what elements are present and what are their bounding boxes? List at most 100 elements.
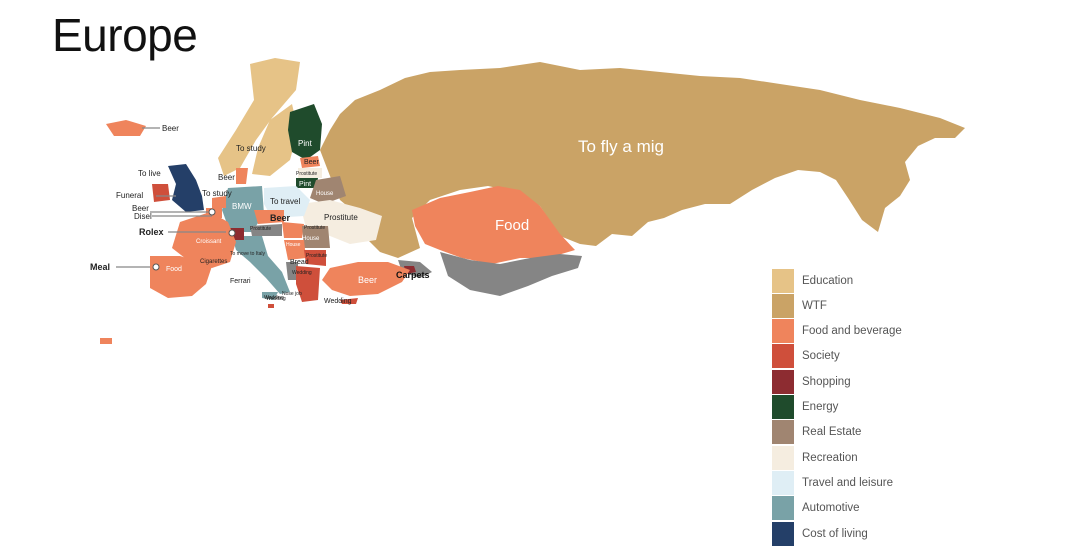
legend-swatch [772,496,794,521]
label-lithuania: Pint [299,181,311,188]
legend-swatch [772,445,794,470]
label-albania: Nose job [282,291,302,297]
label-denmark: Beer [218,173,235,182]
label-slovenia: To move to Italy [230,251,266,257]
region-spain [150,256,212,298]
region-latvia [298,168,322,178]
legend-item: Education [772,268,853,293]
legend-item: Energy [772,395,838,420]
legend-swatch [772,268,794,293]
legend-label: Shopping [802,375,851,388]
legend-swatch [772,293,794,318]
region-canaries [100,338,112,344]
region-kazakhstan [412,186,575,264]
legend-swatch [772,319,794,344]
legend-label: Society [802,350,840,363]
legend-label: Education [802,274,854,287]
label-cyprus: Wedding [266,296,286,302]
label-portugal: Meal [90,262,110,272]
legend-item: Cost of living [772,521,868,546]
label-uk: To live [138,169,161,178]
legend-swatch [772,420,794,445]
label-hungary: House [302,236,320,242]
region-czech [254,210,284,224]
legend-item: WTF [772,293,827,318]
legend-item: Real Estate [772,420,861,445]
legend-label: Travel and leisure [802,476,893,489]
region-germany [222,186,264,232]
region-finland [288,104,322,160]
legend-label: Cost of living [802,527,868,540]
legend-item: Recreation [772,445,858,470]
label-bulgaria: Bread [290,259,309,266]
region-greece [296,266,320,302]
legend-label: Real Estate [802,426,862,439]
label-moldova: Prostitute [306,253,327,259]
region-cyprus [340,298,358,304]
label-serbia: Prostitute [304,225,325,231]
legend-label: Food and beverage [802,325,902,338]
label-germany: BMW [232,202,252,211]
label-romania: House [286,242,301,248]
legend-swatch [772,344,794,369]
label-sweden: To study [202,189,232,198]
region-italy [232,236,290,294]
label-latvia: Prostitute [296,171,317,177]
legend-item: Food and beverage [772,319,902,344]
region-russia [320,62,965,258]
region-uk [168,164,204,212]
legend-swatch [772,521,794,546]
region-romania [302,226,330,248]
page-title: Europe [52,9,198,61]
legend-swatch [772,369,794,394]
label-poland: To travel [270,197,300,206]
leader-lines [116,127,226,268]
label-estonia: Beer [304,159,319,166]
label-norway: To study [236,144,266,153]
legend-item: Society [772,344,840,369]
label-andorra: Cigarettes [200,259,227,265]
label-austria: Prostitute [250,226,271,232]
region-sweden [252,104,298,176]
label-france: Croissant [196,239,222,245]
region-bulgaria [304,250,326,266]
region-lithuania [296,178,318,188]
region-ukraine [300,200,382,244]
label-finland: Pint [298,139,313,148]
label-ukraine: Prostitute [324,213,358,222]
legend-swatch [772,470,794,495]
region-malta [268,304,274,308]
region-belarus [310,176,346,204]
label-iceland: Beer [162,124,179,133]
legend-label: Automotive [802,502,860,515]
label-caucasus: Carpets [396,270,430,280]
label-italy: Ferrari [230,278,251,285]
label-belarus: House [316,191,334,197]
region-serbia [284,240,306,260]
region-netherlands [212,196,226,208]
region-hungary [282,222,304,238]
region-denmark [236,168,248,184]
region-iceland [106,120,146,136]
legend-label: WTF [802,299,827,312]
label-czech: Beer [270,213,291,223]
region-norway [218,58,300,176]
label-netherlands: Beer [132,204,149,213]
label-russia: To fly a mig [578,137,664,156]
region-sicily [262,292,278,300]
region-turkey [322,262,410,296]
region-austria [250,224,282,236]
legend-swatch [772,395,794,419]
label-greece: Wedding [324,298,352,305]
legend-label: Recreation [802,451,858,464]
label-malta: Wedding [264,295,284,301]
legend-label: Energy [802,401,839,413]
label-ireland: Funeral [116,191,143,200]
legend-item: Shopping [772,369,851,394]
leader-dots [152,208,236,271]
region-france [172,212,236,268]
region-estonia [300,156,320,168]
label-spain: Food [166,266,182,273]
region-ireland [152,184,170,202]
